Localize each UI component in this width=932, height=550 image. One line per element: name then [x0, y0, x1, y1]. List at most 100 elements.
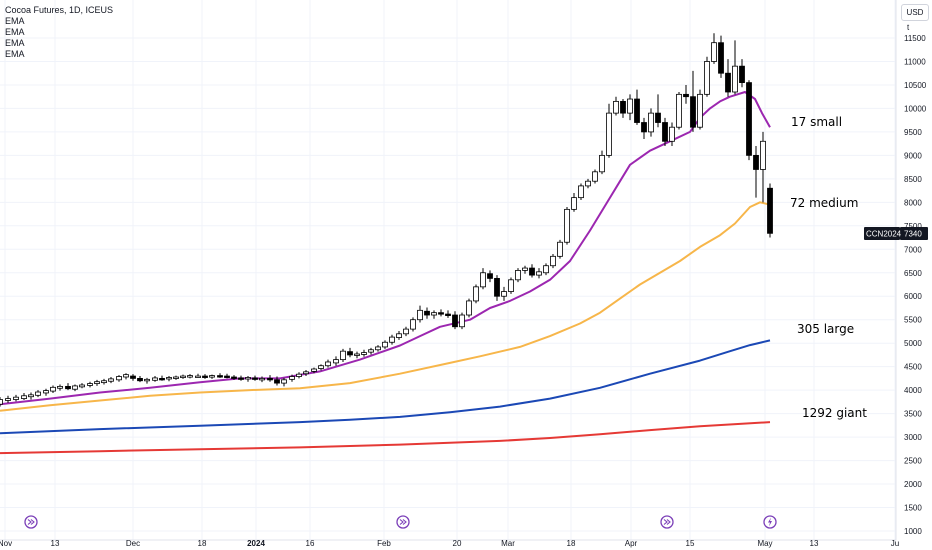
- candle: [704, 56, 710, 97]
- x-tick-label: Ju: [891, 539, 899, 548]
- candle-body: [274, 379, 280, 384]
- candle: [662, 117, 668, 146]
- candle: [683, 84, 689, 104]
- double-arrow-icon[interactable]: [660, 515, 674, 529]
- candle: [459, 312, 465, 330]
- x-tick-label: 20: [453, 539, 462, 548]
- candle: [550, 253, 556, 269]
- candle: [43, 388, 49, 396]
- candle: [267, 375, 273, 382]
- candle-body: [224, 375, 230, 378]
- candle-body: [144, 378, 150, 382]
- time-axis[interactable]: Nov 13 Dec 18 2024 16 Feb 20 Mar 18 Apr 15 May 13 Ju: [0, 539, 899, 548]
- candle-body: [368, 349, 374, 353]
- candle-body: [585, 180, 591, 187]
- candle-body: [753, 154, 759, 170]
- y-tick-label: 8000: [904, 198, 922, 207]
- candle-body: [231, 376, 237, 379]
- candle: [725, 59, 731, 97]
- candle: [522, 265, 528, 274]
- candle: [180, 374, 186, 379]
- candle-body: [494, 277, 500, 297]
- candle-body: [202, 375, 208, 378]
- legend-ema-1[interactable]: EMA: [5, 16, 25, 26]
- candle-body: [501, 291, 507, 297]
- candle: [318, 364, 324, 371]
- candle-body: [101, 380, 107, 384]
- candle-body: [725, 72, 731, 93]
- x-tick-label: Nov: [0, 539, 12, 548]
- candle: [445, 310, 451, 318]
- price-tag-symbol: CCN2024: [866, 230, 902, 239]
- candle: [438, 309, 444, 317]
- candle: [613, 96, 619, 116]
- candle: [368, 347, 374, 355]
- y-tick-label: 5500: [904, 316, 922, 325]
- lightning-icon[interactable]: [763, 515, 777, 529]
- x-tick-label: Feb: [377, 539, 391, 548]
- candle-body: [375, 346, 381, 351]
- candle-body: [417, 309, 423, 321]
- y-tick-label: 6500: [904, 269, 922, 278]
- candle-body: [690, 96, 696, 128]
- candle-body: [137, 378, 143, 382]
- chart-grid: [0, 0, 896, 540]
- chart-title[interactable]: Cocoa Futures, 1D, ICEUS: [5, 5, 114, 15]
- candle: [195, 373, 201, 378]
- legend-ema-2[interactable]: EMA: [5, 27, 25, 37]
- double-arrow-icon[interactable]: [24, 515, 38, 529]
- candle-body: [152, 377, 158, 381]
- candle: [466, 298, 472, 318]
- candle: [79, 383, 85, 389]
- candle: [480, 268, 486, 290]
- price-axis[interactable]: 1000 1500 2000 2500 3000 3500 4000 4500 5000 5500…: [904, 34, 927, 536]
- candle: [130, 374, 136, 381]
- candle: [116, 375, 122, 382]
- candle: [166, 376, 172, 382]
- candle-body: [739, 65, 745, 84]
- candle: [101, 378, 107, 385]
- candle-body: [655, 112, 661, 123]
- candle: [753, 145, 759, 198]
- candle: [669, 122, 675, 146]
- candle-body: [543, 265, 549, 274]
- candle-body: [94, 381, 100, 384]
- double-arrow-icon[interactable]: [396, 515, 410, 529]
- legend-ema-3[interactable]: EMA: [5, 38, 25, 48]
- candle-body: [28, 394, 34, 398]
- candle-body: [529, 267, 535, 276]
- candle-body: [641, 122, 647, 133]
- candle: [767, 183, 773, 238]
- candle: [50, 385, 56, 393]
- annotation-ema-305: 305 large: [797, 322, 855, 336]
- candle: [620, 99, 626, 118]
- x-tick-label: 18: [198, 539, 207, 548]
- candle-body: [613, 100, 619, 114]
- candle: [536, 268, 542, 279]
- candle: [303, 369, 309, 377]
- candle-body: [0, 399, 3, 405]
- candle: [543, 263, 549, 276]
- candle-body: [311, 368, 317, 372]
- candle-body: [347, 351, 353, 356]
- candle: [718, 35, 724, 78]
- y-tick-label: 8500: [904, 175, 922, 184]
- price-tag: CCN2024 7340: [864, 227, 928, 240]
- candle-body: [166, 377, 172, 380]
- chart-legend: Cocoa Futures, 1D, ICEUS EMA EMA EMA EMA: [5, 5, 113, 60]
- x-tick-label: Mar: [501, 539, 515, 548]
- candle: [585, 178, 591, 189]
- legend-ema-4[interactable]: EMA: [5, 49, 25, 59]
- candle-body: [396, 333, 402, 338]
- candle: [123, 373, 129, 380]
- candle: [87, 381, 93, 388]
- y-tick-label: 10500: [904, 81, 927, 90]
- candle: [578, 183, 584, 200]
- candle-body: [515, 270, 521, 281]
- candle-body: [648, 112, 654, 133]
- candle-body: [508, 279, 514, 292]
- candle-body: [459, 314, 465, 328]
- candle: [347, 347, 353, 358]
- candle: [711, 33, 717, 64]
- currency-button[interactable]: USD: [901, 4, 929, 21]
